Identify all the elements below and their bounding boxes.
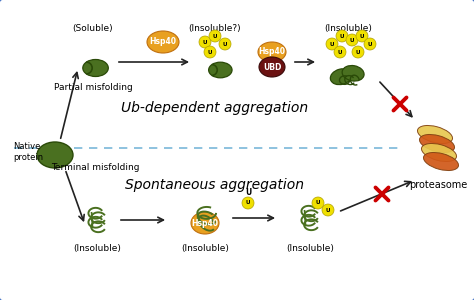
Ellipse shape [147,31,179,53]
Text: U: U [356,50,360,55]
Circle shape [336,30,348,42]
Text: U: U [350,38,354,43]
Text: Spontaneous aggregation: Spontaneous aggregation [126,178,304,192]
Ellipse shape [342,65,364,81]
Text: (Insoluble): (Insoluble) [73,244,121,253]
Ellipse shape [259,57,285,77]
Text: UBD: UBD [263,62,281,71]
Circle shape [352,46,364,58]
Text: U: U [326,208,330,212]
Circle shape [364,38,376,50]
Ellipse shape [37,142,73,168]
Circle shape [204,46,216,58]
Circle shape [322,204,334,216]
Ellipse shape [423,152,458,170]
Text: U: U [340,34,344,38]
Text: Native
protein: Native protein [13,142,43,162]
Ellipse shape [191,212,219,234]
Text: U: U [203,40,207,44]
Text: (Soluble): (Soluble) [73,23,113,32]
Text: Terminal misfolding: Terminal misfolding [51,164,139,172]
Text: U: U [330,41,334,46]
Text: U: U [223,41,227,46]
Ellipse shape [83,59,108,76]
Ellipse shape [330,69,352,85]
Text: Partial misfolding: Partial misfolding [54,83,132,92]
Text: Hsp40: Hsp40 [149,38,176,46]
Ellipse shape [421,143,456,161]
Text: Hsp40: Hsp40 [258,47,285,56]
Ellipse shape [258,42,286,62]
Text: proteasome: proteasome [409,180,467,190]
Text: (Insoluble): (Insoluble) [286,244,334,253]
Circle shape [346,34,358,46]
Text: U: U [338,50,342,55]
Text: U: U [245,188,251,197]
Text: U: U [246,200,250,206]
Ellipse shape [209,62,232,78]
Text: U: U [316,200,320,206]
Text: Ub-dependent aggregation: Ub-dependent aggregation [121,101,309,115]
Ellipse shape [419,134,455,152]
Text: Hsp40: Hsp40 [191,218,219,227]
Text: U: U [360,34,364,38]
Circle shape [242,197,254,209]
Circle shape [326,38,338,50]
Circle shape [219,38,231,50]
Circle shape [334,46,346,58]
Text: (Insoluble): (Insoluble) [324,23,372,32]
Circle shape [356,30,368,42]
Text: U: U [368,41,372,46]
Circle shape [199,36,211,48]
Ellipse shape [418,125,453,143]
Text: (Insoluble?): (Insoluble?) [189,23,241,32]
Circle shape [209,30,221,42]
Circle shape [312,197,324,209]
Text: U: U [208,50,212,55]
Text: (Insoluble): (Insoluble) [181,244,229,253]
Text: U: U [213,34,217,38]
